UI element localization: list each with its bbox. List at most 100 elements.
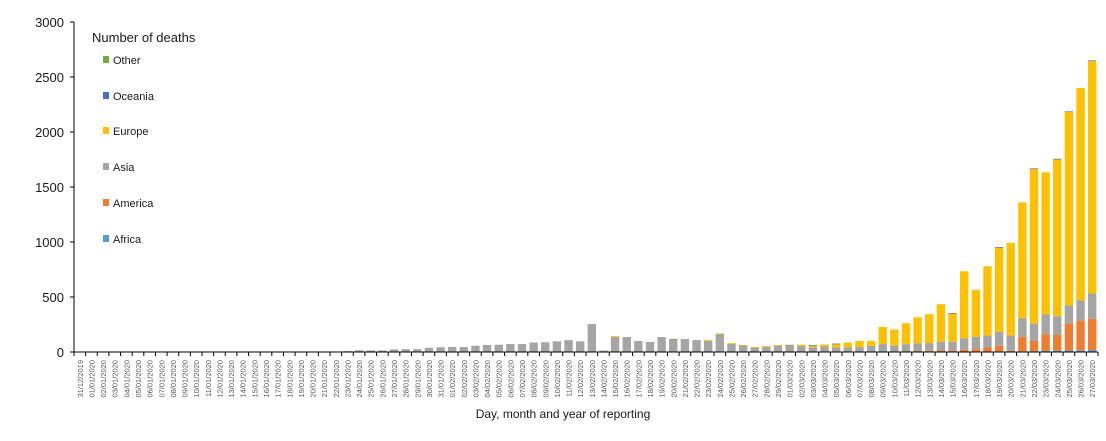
legend-swatch-other [103, 56, 109, 63]
x-tick-label: 17/01/2020 [274, 360, 283, 398]
bar-segment-asia [890, 345, 899, 352]
bar-segment-asia [855, 347, 864, 352]
bar-segment-asia [471, 345, 480, 352]
x-tick-label: 27/02/2020 [751, 360, 760, 398]
x-tick-label: 16/01/2020 [262, 360, 271, 398]
bar-segment-asia [878, 344, 887, 352]
bar-segment-asia [634, 341, 643, 352]
bar-segment-asia [901, 344, 911, 352]
bar-segment-america [1041, 334, 1050, 351]
bar-segment-asia [645, 341, 655, 352]
bar-segment-oceania [808, 344, 818, 346]
bar-segment-europe [1006, 242, 1015, 336]
legend-swatch-asia [103, 163, 109, 170]
x-tick-label: 18/01/2020 [285, 360, 294, 398]
bar-segment-europe [762, 346, 771, 347]
x-tick-label: 10/01/2020 [192, 360, 201, 398]
bar-segment-europe [1041, 172, 1050, 315]
bar-segment-europe [820, 344, 829, 347]
bar-segment-america [994, 345, 1004, 352]
bar-segment-asia [913, 343, 922, 352]
x-tick-label: 31/01/2020 [437, 360, 446, 398]
bar-segment-asia [843, 347, 853, 352]
x-tick-label: 18/02/2020 [646, 360, 655, 398]
x-tick-label: 22/01/2020 [332, 360, 341, 398]
bar-segment-oceania [1087, 60, 1097, 61]
bar-segment-asia [750, 347, 759, 352]
bar-segment-oceania [1029, 168, 1039, 170]
x-tick-label: 23/02/2020 [704, 360, 713, 398]
bar-segment-asia [610, 336, 620, 352]
x-tick-label: 13/02/2020 [588, 360, 597, 398]
bar-segment-oceania [948, 313, 957, 314]
legend-swatch-africa [103, 235, 109, 242]
bar-segment-asia [1018, 318, 1027, 337]
x-tick-label: 22/03/2020 [1030, 360, 1039, 398]
x-tick-label: 14/02/2020 [599, 360, 608, 398]
bar-segment-europe [948, 313, 957, 342]
bar-segment-asia [378, 350, 387, 352]
bar-segment-asia [447, 346, 457, 352]
x-tick-label: 26/01/2020 [378, 360, 387, 398]
bar-segment-africa [1041, 350, 1050, 352]
bar-segment-asia [541, 342, 550, 352]
bar-segment-asia [727, 343, 736, 352]
x-tick-label: 06/01/2020 [146, 360, 155, 398]
legend-label-africa: Africa [113, 234, 142, 246]
x-tick-label: 03/02/2020 [471, 360, 480, 398]
bar-segment-asia [1087, 293, 1097, 319]
bar-segment-other [715, 333, 725, 335]
bar-segment-asia [413, 349, 422, 352]
bar-segment-africa [1053, 350, 1062, 352]
bar-segment-america [971, 349, 981, 352]
bar-segment-america [1029, 341, 1039, 352]
x-tick-label: 01/02/2020 [448, 360, 457, 398]
x-tick-label: 02/03/2020 [797, 360, 806, 398]
legend-label-oceania: Oceania [113, 91, 155, 103]
bar-segment-asia [959, 338, 969, 350]
bar-segment-africa [1076, 350, 1085, 352]
x-tick-label: 22/02/2020 [693, 360, 702, 398]
bar-segment-europe [750, 347, 759, 348]
x-tick-label: 24/02/2020 [716, 360, 725, 398]
x-tick-label: 02/01/2020 [99, 360, 108, 398]
x-tick-label: 04/02/2020 [483, 360, 492, 398]
x-tick-label: 11/03/2020 [902, 360, 911, 397]
x-tick-label: 20/02/2020 [669, 360, 678, 398]
y-tick-label: 2000 [35, 125, 64, 140]
bar-segment-asia [401, 349, 410, 352]
bar-segment-europe [866, 340, 876, 346]
x-tick-label: 13/03/2020 [925, 360, 934, 398]
x-tick-label: 06/02/2020 [506, 360, 515, 398]
bar-segment-asia [983, 335, 992, 348]
bar-segment-asia [436, 347, 445, 352]
x-tick-label: 29/01/2020 [413, 360, 422, 398]
legend-swatch-europe [103, 127, 109, 134]
bar-segment-asia [831, 347, 841, 352]
bar-segment-europe [971, 289, 981, 337]
bar-segment-asia [529, 342, 538, 352]
bar-segment-africa [1064, 350, 1074, 352]
bar-segment-europe [785, 344, 794, 346]
x-tick-label: 04/01/2020 [122, 360, 131, 398]
bar-segment-asia [680, 339, 690, 352]
bar-segment-asia [517, 343, 527, 352]
x-tick-label: 04/03/2020 [821, 360, 830, 398]
bar-segment-america [913, 351, 922, 352]
x-tick-label: 28/02/2020 [762, 360, 771, 398]
bar-segment-europe [959, 271, 969, 339]
bar-segment-africa [1087, 350, 1097, 352]
axes-group: 0 500 1000 1500 2000 2500 3000 31/12/2019 01/01/… [35, 15, 1099, 398]
x-tick-label: 01/03/2020 [786, 360, 795, 398]
bar-segment-europe [890, 329, 899, 346]
x-tick-label: 15/03/2020 [949, 360, 958, 398]
x-tick-label: 09/03/2020 [879, 360, 888, 398]
bar-segment-europe [797, 344, 806, 347]
x-tick-label: 09/01/2020 [181, 360, 190, 398]
x-tick-label: 14/01/2020 [239, 360, 248, 398]
x-tick-label: 28/01/2020 [402, 360, 411, 398]
bar-series-group [203, 60, 1097, 353]
bar-segment-america [925, 350, 934, 352]
bar-segment-asia [820, 346, 829, 352]
